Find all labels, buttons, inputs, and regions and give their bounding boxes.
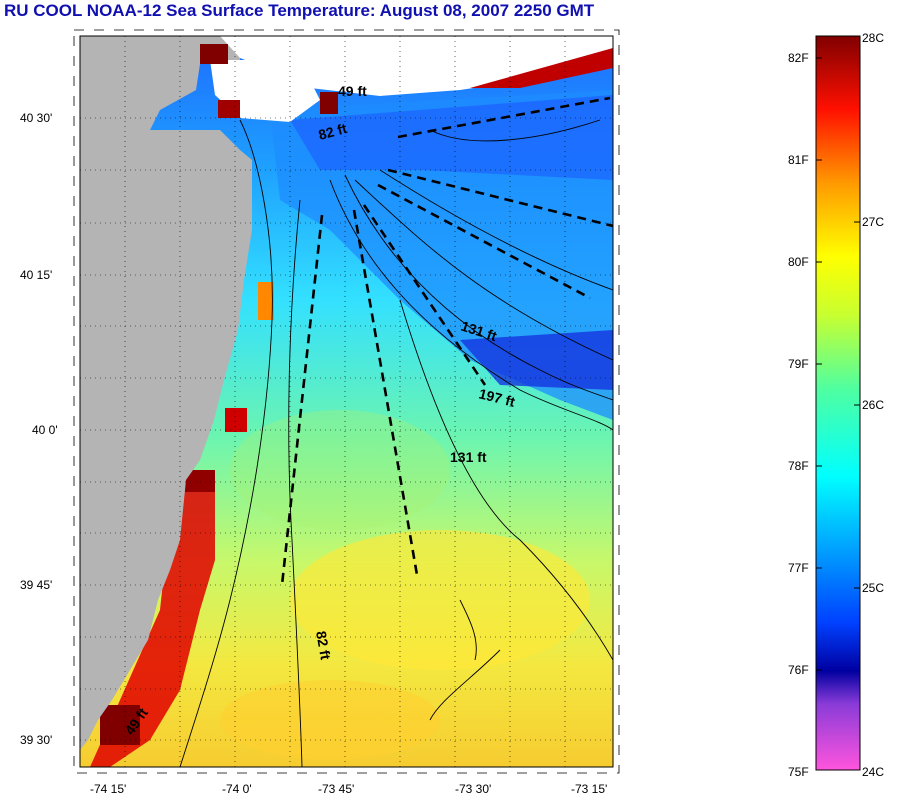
warm-pixel bbox=[200, 44, 228, 64]
colorbar-f-label: 78F bbox=[788, 459, 809, 473]
warm-pixel bbox=[225, 408, 247, 432]
graticule bbox=[80, 36, 613, 767]
warm-pixel bbox=[320, 92, 338, 114]
map-frame bbox=[73, 29, 620, 774]
transect-lines bbox=[280, 96, 613, 586]
lon-tick-label: -73 30' bbox=[455, 782, 491, 796]
warm-north-edge bbox=[470, 48, 613, 88]
colorbar-f-label: 82F bbox=[788, 51, 809, 65]
depth-label: 82 ft bbox=[317, 120, 349, 143]
colorbar: 82F 81F 80F 79F 78F 77F 76F 75F 28C 27C … bbox=[788, 31, 884, 779]
colorbar-gradient bbox=[815, 35, 861, 771]
warm-south-patch bbox=[220, 680, 440, 760]
bathymetry-contours bbox=[179, 119, 613, 767]
cold-core-patch bbox=[460, 330, 613, 390]
longitude-axis: -74 15' -74 0' -73 45' -73 30' -73 15' bbox=[90, 782, 607, 796]
lon-tick-label: -73 45' bbox=[318, 782, 354, 796]
lon-tick-label: -74 0' bbox=[222, 782, 252, 796]
colorbar-ticks bbox=[816, 57, 860, 671]
colorbar-c-label: 28C bbox=[862, 31, 884, 45]
land-mass bbox=[80, 36, 252, 750]
lon-tick-label: -73 15' bbox=[571, 782, 607, 796]
colorbar-f-label: 75F bbox=[788, 765, 809, 779]
map-plot: 49 ft 82 ft 131 ft 197 ft 131 ft 82 ft 4… bbox=[80, 36, 613, 767]
colorbar-f-label: 81F bbox=[788, 153, 809, 167]
lat-tick-label: 39 45' bbox=[20, 578, 52, 592]
colorbar-c-label: 26C bbox=[862, 398, 884, 412]
lat-tick-label: 40 30' bbox=[20, 111, 52, 125]
colorbar-c-label: 24C bbox=[862, 765, 884, 779]
lat-tick-label: 40 15' bbox=[20, 268, 52, 282]
depth-label: 82 ft bbox=[313, 630, 334, 661]
map-title: RU COOL NOAA-12 Sea Surface Temperature:… bbox=[4, 1, 595, 20]
lat-tick-label: 40 0' bbox=[32, 423, 58, 437]
colorbar-c-label: 25C bbox=[862, 581, 884, 595]
colorbar-f-label: 76F bbox=[788, 663, 809, 677]
warm-pixel bbox=[100, 705, 140, 745]
warm-pixel bbox=[258, 282, 274, 320]
warm-pixel bbox=[218, 100, 240, 118]
colorbar-c-label: 27C bbox=[862, 215, 884, 229]
warm-coastal-strip bbox=[90, 470, 215, 767]
warm-pixel bbox=[185, 470, 215, 492]
colorbar-f-label: 79F bbox=[788, 357, 809, 371]
colorbar-f-label: 80F bbox=[788, 255, 809, 269]
depth-label: 131 ft bbox=[450, 449, 487, 465]
warm-south-patch bbox=[290, 530, 590, 670]
colorbar-f-label: 77F bbox=[788, 561, 809, 575]
depth-label: 49 ft bbox=[338, 83, 367, 99]
lon-tick-label: -74 15' bbox=[90, 782, 126, 796]
latitude-axis: 40 30' 40 15' 40 0' 39 45' 39 30' bbox=[20, 111, 58, 747]
lat-tick-label: 39 30' bbox=[20, 733, 52, 747]
